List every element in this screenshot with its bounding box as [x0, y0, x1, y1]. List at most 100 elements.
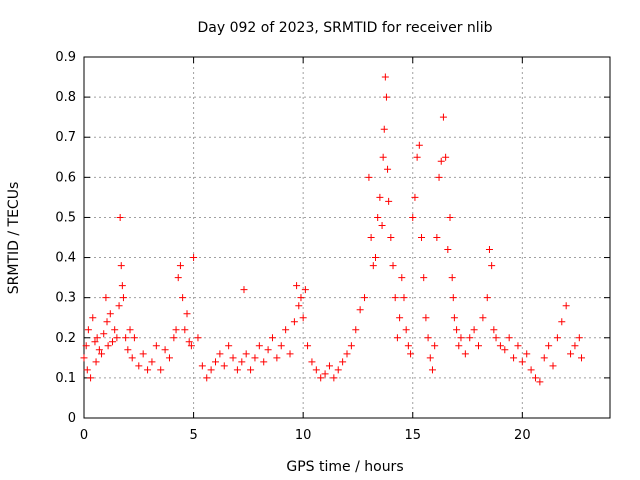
data-point [455, 342, 463, 350]
data-point [183, 310, 191, 318]
data-point [420, 274, 428, 282]
data-point [128, 354, 136, 362]
data-point [527, 366, 535, 374]
data-point [126, 326, 134, 334]
data-point [461, 350, 469, 358]
data-point [301, 286, 309, 294]
data-point [304, 342, 312, 350]
data-point [415, 141, 423, 149]
data-point [255, 342, 263, 350]
data-point [571, 342, 579, 350]
data-point [116, 213, 124, 221]
data-point [308, 358, 316, 366]
data-point [165, 354, 173, 362]
x-tick-label: 20 [514, 428, 531, 443]
data-point [273, 354, 281, 362]
data-point [233, 366, 241, 374]
data-point [111, 326, 119, 334]
y-axis-label: SRMTID / TECUs [6, 182, 22, 295]
data-point [238, 358, 246, 366]
data-point [290, 318, 298, 326]
data-point [251, 354, 259, 362]
data-point [185, 338, 193, 346]
data-point [413, 153, 421, 161]
data-point [514, 342, 522, 350]
data-point [379, 153, 387, 161]
data-point [330, 374, 338, 382]
x-tick-label: 15 [404, 428, 421, 443]
data-point [102, 294, 110, 302]
data-point [380, 125, 388, 133]
data-point [442, 153, 450, 161]
data-point [181, 326, 189, 334]
data-point [174, 274, 182, 282]
data-point [470, 326, 478, 334]
x-tick-label: 5 [189, 428, 197, 443]
data-point [194, 334, 202, 342]
data-point [98, 350, 106, 358]
data-point [83, 366, 91, 374]
data-point [179, 294, 187, 302]
data-point [475, 342, 482, 350]
data-point [435, 173, 443, 181]
y-tick-label: 0.1 [55, 371, 76, 386]
data-point [343, 350, 351, 358]
data-point [496, 342, 504, 350]
data-point [113, 334, 121, 342]
data-point [531, 374, 539, 382]
data-point [91, 338, 99, 346]
y-tick-label: 0.5 [55, 210, 76, 225]
data-point [400, 294, 408, 302]
chart-title: Day 092 of 2023, SRMTID for receiver nli… [198, 20, 493, 36]
data-point [378, 221, 386, 229]
data-point [371, 254, 379, 262]
data-point [334, 366, 342, 374]
data-point [422, 314, 430, 322]
data-point [384, 165, 392, 173]
data-point [356, 306, 364, 314]
data-point [523, 350, 531, 358]
data-point [444, 246, 452, 254]
data-point [130, 334, 138, 342]
data-points [80, 73, 586, 386]
data-point [398, 274, 406, 282]
data-point [144, 366, 152, 374]
data-point [161, 346, 169, 354]
y-tick-label: 0.2 [55, 331, 76, 346]
data-point [295, 302, 303, 310]
data-point [187, 342, 195, 350]
data-point [575, 334, 583, 342]
data-point [393, 334, 401, 342]
data-point [82, 342, 90, 350]
data-point [376, 193, 384, 201]
data-point [220, 362, 228, 370]
data-point [450, 314, 458, 322]
data-point [490, 326, 498, 334]
data-point [325, 362, 333, 370]
data-point [216, 350, 224, 358]
data-point [540, 354, 548, 362]
data-point [203, 374, 211, 382]
data-point [457, 334, 465, 342]
data-point [240, 286, 248, 294]
data-point [89, 314, 97, 322]
data-point [339, 358, 347, 366]
data-point [466, 334, 474, 342]
data-point [485, 246, 493, 254]
data-point [84, 326, 92, 334]
data-point [139, 350, 147, 358]
data-point [510, 354, 518, 362]
data-point [431, 342, 439, 350]
plot-border [83, 56, 611, 419]
data-point [396, 314, 404, 322]
data-point [104, 342, 112, 350]
y-tick-label: 0.3 [55, 291, 76, 306]
data-point [545, 342, 553, 350]
data-point [198, 362, 206, 370]
data-point [381, 73, 389, 81]
tick-labels: 0 0.1 0.2 0.3 0.4 0.5 0.6 0.7 0.8 0.9 0 5 10 15 20 [55, 50, 530, 443]
data-point [93, 334, 101, 342]
axis-ticks [83, 56, 610, 419]
data-point [385, 197, 393, 205]
